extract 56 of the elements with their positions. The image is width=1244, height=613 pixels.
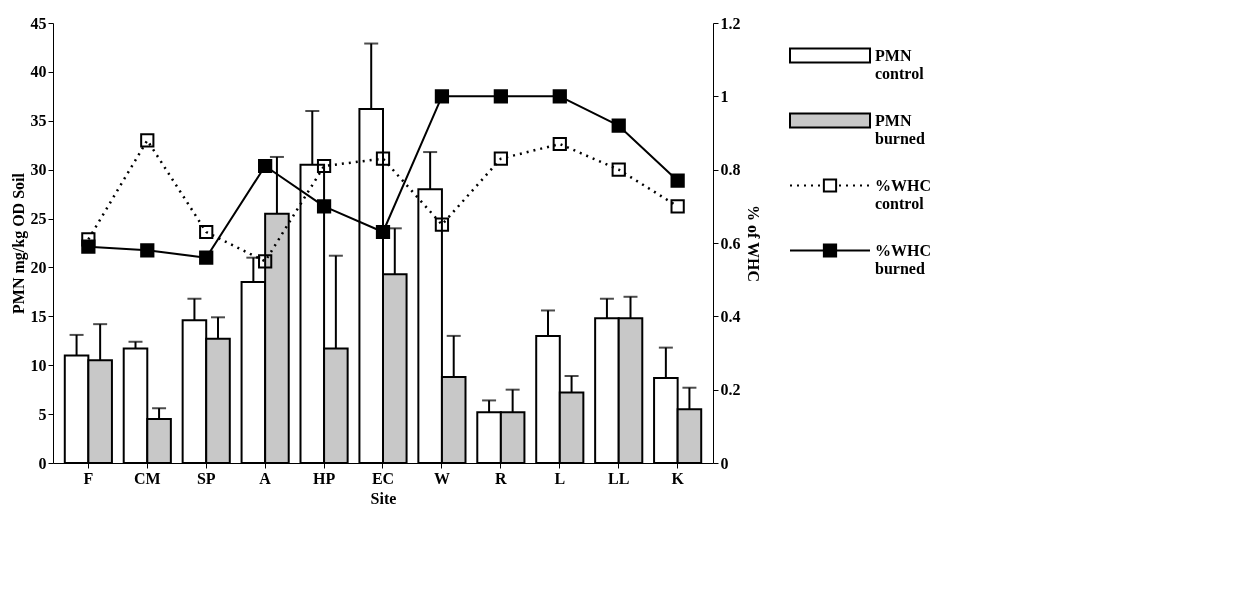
x-tick-label: K <box>671 469 685 487</box>
point <box>552 89 567 104</box>
legend-label: %WHC control <box>875 176 931 212</box>
point <box>258 254 273 269</box>
point <box>493 151 508 166</box>
point <box>199 250 214 265</box>
y-tick-label: 0 <box>38 454 47 472</box>
point <box>199 224 214 240</box>
y-tick-label: 5 <box>38 405 47 423</box>
x-tick-label: LL <box>608 469 630 487</box>
y2-tick-label: 0.8 <box>720 161 741 179</box>
x-axis-title: Site <box>370 489 397 507</box>
point <box>375 224 391 240</box>
point <box>611 162 626 177</box>
y-tick-label: 40 <box>30 63 47 81</box>
y-tick-label: 15 <box>30 307 47 325</box>
legend-label: PMN control <box>875 46 925 82</box>
x-tick-label: EC <box>371 469 395 487</box>
y2-tick-label: 0 <box>720 454 729 472</box>
point <box>670 199 685 214</box>
point <box>316 199 332 214</box>
point <box>670 173 685 188</box>
y-tick-label: 30 <box>30 161 47 179</box>
point <box>140 133 155 148</box>
y-tick-label: 45 <box>30 14 47 32</box>
point <box>258 158 273 174</box>
y-tick-label: 20 <box>30 258 47 276</box>
x-tick-label: HP <box>312 469 336 487</box>
y-tick-label: 10 <box>30 356 47 374</box>
point <box>375 151 391 166</box>
y2-axis-title: % of WHC <box>744 204 762 283</box>
x-tick-label: CM <box>133 469 161 487</box>
point <box>552 136 567 152</box>
y2-tick-label: 0.4 <box>720 307 741 325</box>
x-tick-label: SP <box>196 469 216 487</box>
point <box>316 158 332 174</box>
point <box>81 232 96 247</box>
point <box>611 118 626 133</box>
x-tick-label: W <box>433 469 450 487</box>
point <box>434 217 450 232</box>
y2-tick-label: 0.2 <box>720 381 741 399</box>
x-tick-label: A <box>259 469 272 487</box>
y-tick-label: 25 <box>30 210 47 228</box>
legend-label: PMN burned <box>875 111 925 147</box>
x-tick-label: L <box>554 469 566 487</box>
point <box>140 243 155 258</box>
legend-label: %WHC burned <box>875 241 931 277</box>
point <box>493 89 508 104</box>
y2-tick-label: 1 <box>720 87 729 105</box>
y2-tick-label: 0.6 <box>720 234 741 252</box>
point <box>434 89 450 104</box>
y-axis-title: PMN mg/kg OD Soil <box>9 172 28 314</box>
x-tick-label: R <box>495 469 508 487</box>
y-tick-label: 35 <box>30 112 47 130</box>
y2-tick-label: 1.2 <box>720 14 741 32</box>
x-tick-label: F <box>83 469 94 487</box>
